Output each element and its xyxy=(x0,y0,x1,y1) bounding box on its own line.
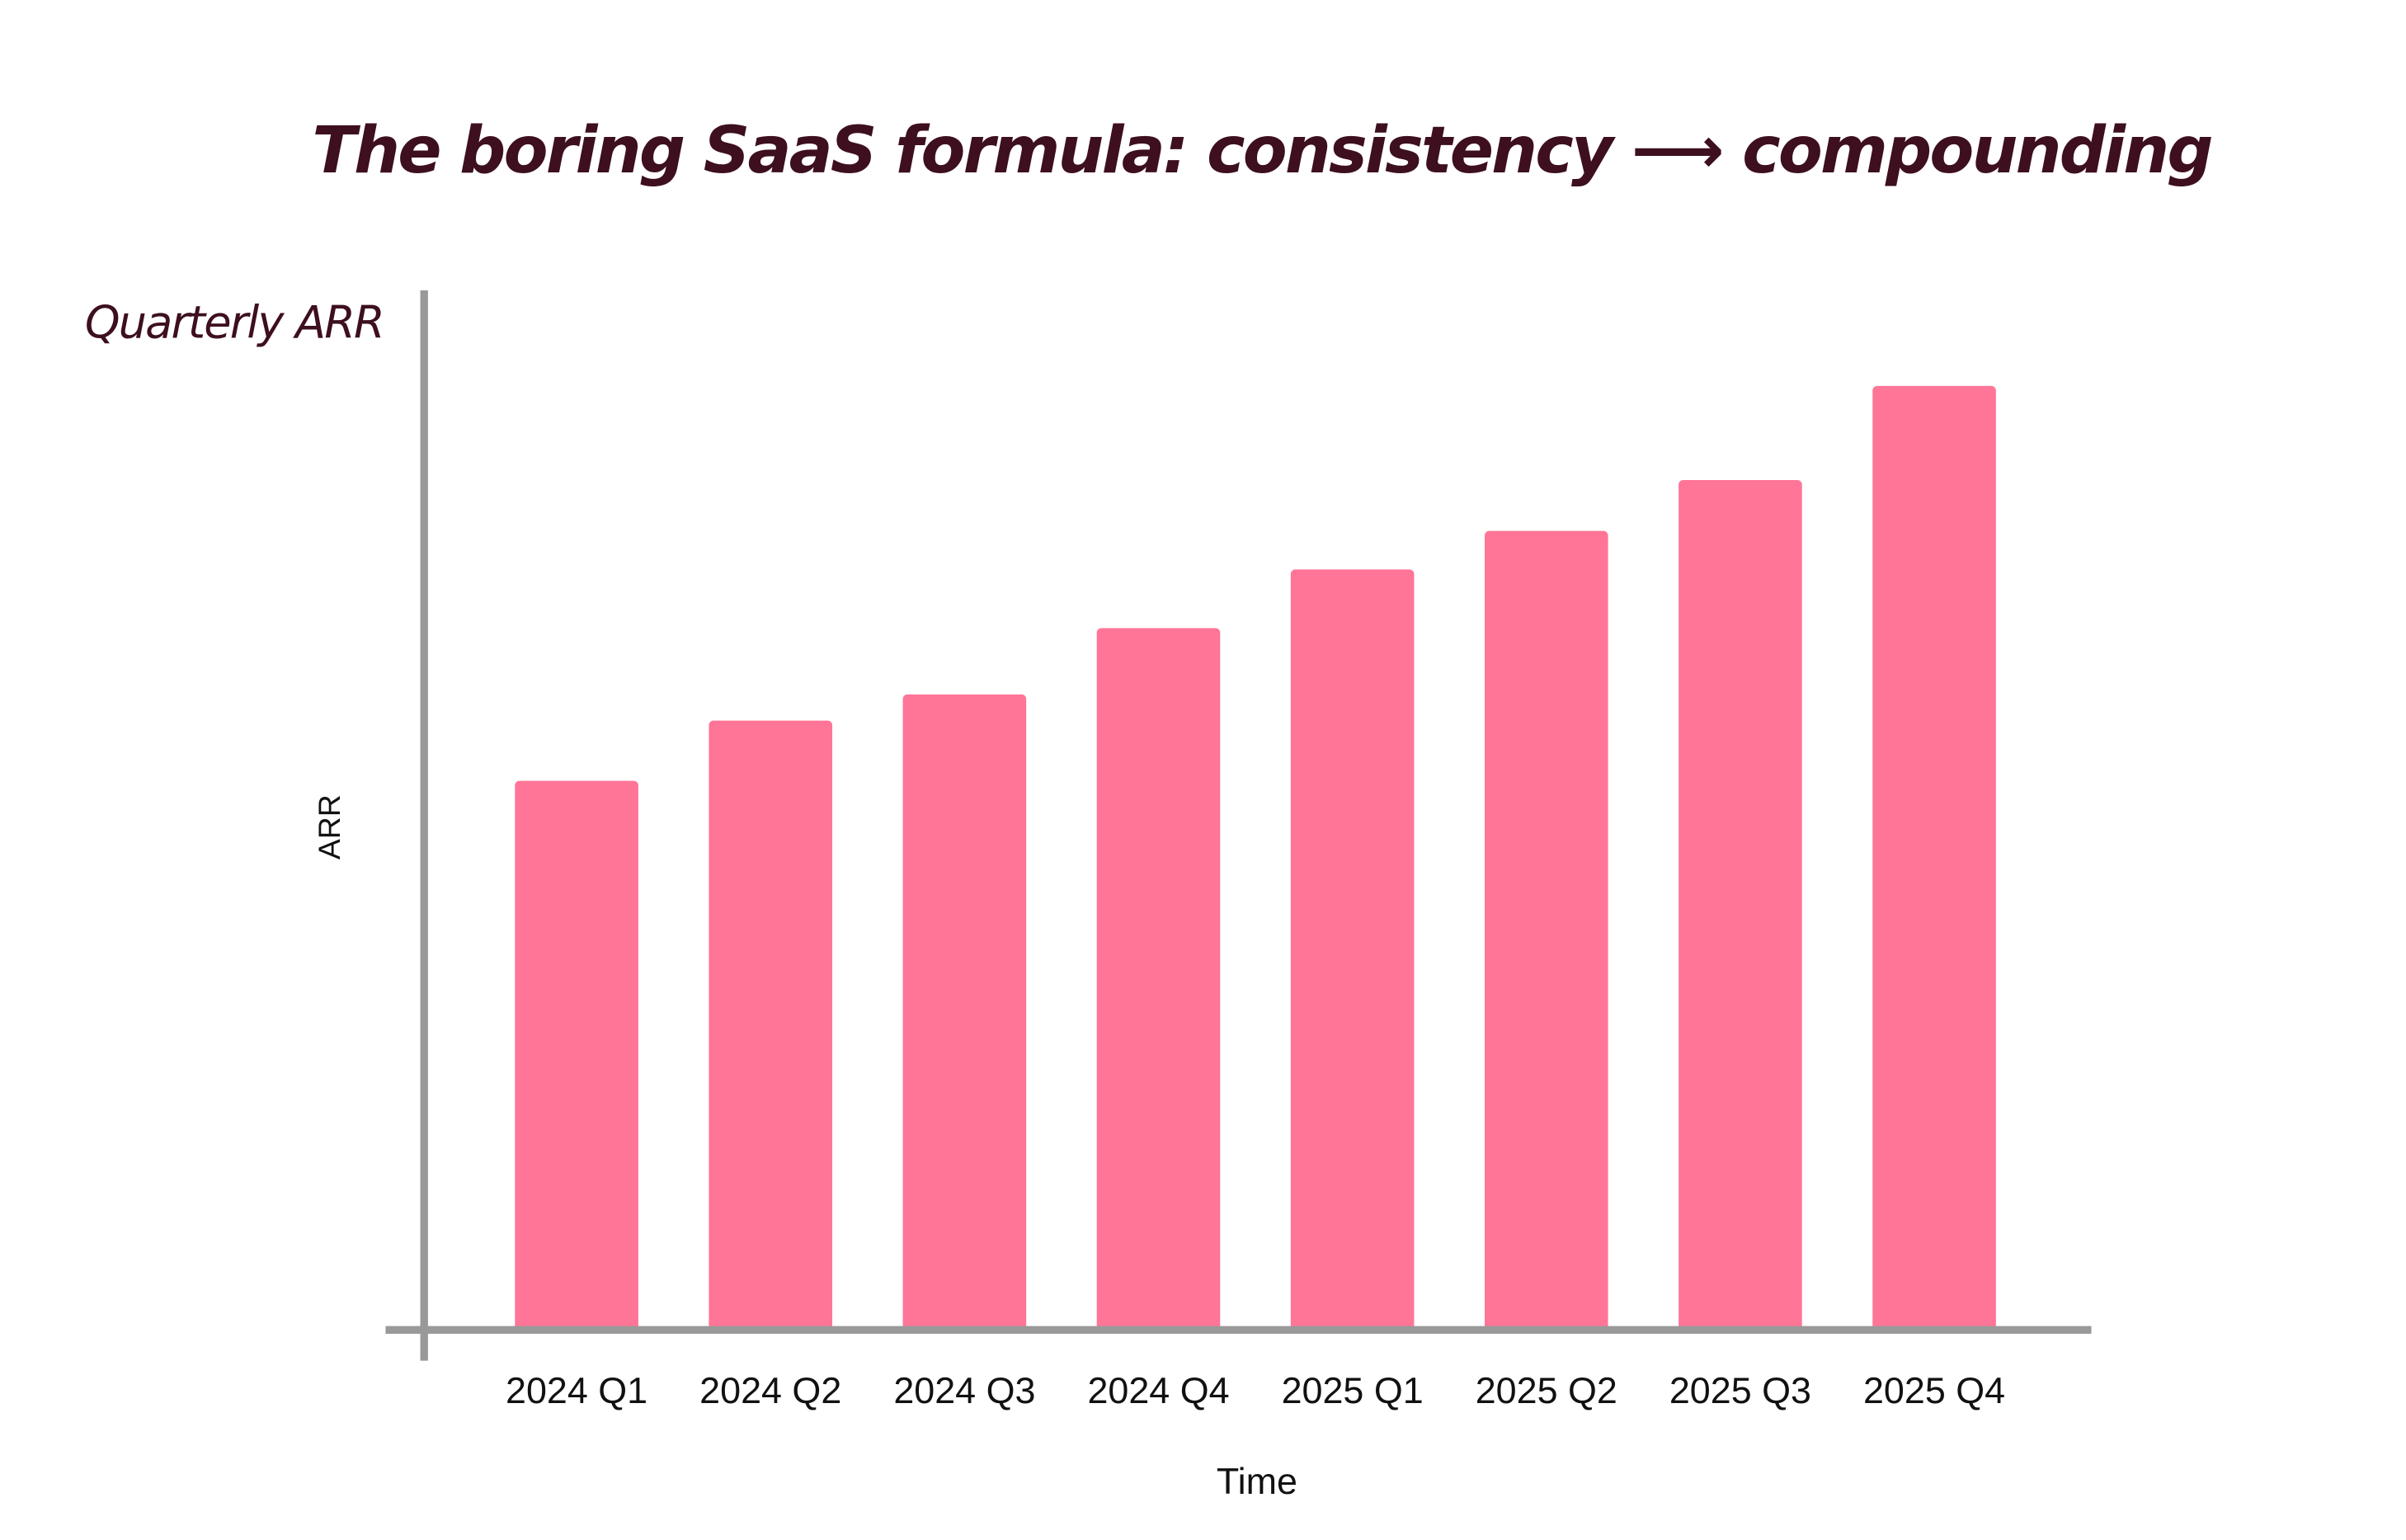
x-axis-label: Time xyxy=(1217,1460,1297,1502)
bar xyxy=(1290,569,1415,1330)
bar xyxy=(515,780,638,1330)
x-tick-label: 2024 Q3 xyxy=(893,1369,1035,1411)
bar xyxy=(1096,628,1221,1330)
x-tick-label: 2024 Q1 xyxy=(506,1369,647,1411)
x-tick-label: 2025 Q1 xyxy=(1282,1369,1424,1411)
bars xyxy=(515,385,1996,1330)
chart-title: The boring SaaS formula: consistency ⟶ c… xyxy=(312,112,2211,188)
x-tick-label: 2025 Q4 xyxy=(1863,1369,2005,1411)
annotation: Quarterly ARR xyxy=(85,297,384,349)
x-tick-label: 2024 Q4 xyxy=(1087,1369,1229,1411)
x-tick-label: 2025 Q3 xyxy=(1669,1369,1811,1411)
x-tick-label: 2024 Q2 xyxy=(699,1369,841,1411)
bar xyxy=(1679,479,1802,1330)
bar xyxy=(1484,530,1608,1330)
bar xyxy=(1872,385,1996,1330)
bar xyxy=(902,694,1027,1330)
x-tick-label: 2025 Q2 xyxy=(1476,1369,1617,1411)
bar xyxy=(709,720,833,1330)
y-axis-label: ARR xyxy=(312,794,346,859)
